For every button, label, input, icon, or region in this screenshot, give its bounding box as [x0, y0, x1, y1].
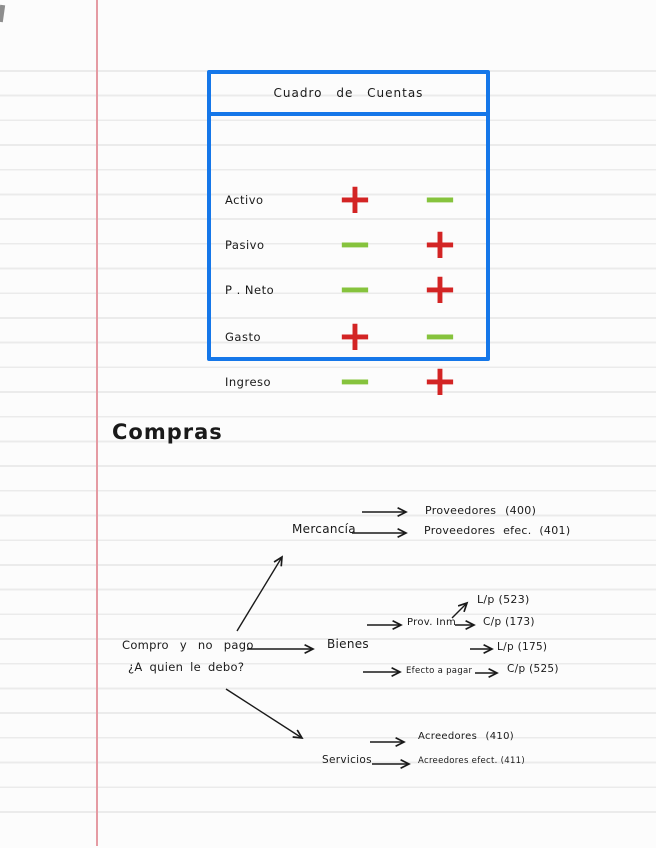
row-label: Activo [225, 193, 264, 207]
table-header: Cuadro de Cuentas [211, 74, 486, 116]
minus-sign: − [337, 219, 373, 268]
node-mercancia: Mercancía [292, 522, 356, 536]
table-row: Pasivo − + [211, 219, 486, 268]
plus-sign: + [337, 174, 373, 223]
notebook-margin-line [96, 0, 98, 846]
minus-sign: − [422, 311, 458, 360]
plus-sign: + [422, 264, 458, 313]
minus-sign: − [422, 174, 458, 223]
table-row: Gasto + − [211, 311, 486, 360]
node-lp-523: L/p (523) [477, 593, 530, 606]
arrow-provinm-to-lp [451, 603, 467, 619]
table-row: Activo + − [211, 174, 486, 223]
plus-sign: + [422, 219, 458, 268]
node-acreedores-efect: Acreedores efect. (411) [418, 756, 525, 766]
root-line1: Compro y no pago [122, 638, 254, 652]
row-label: Pasivo [225, 238, 265, 252]
node-acreedores: Acreedores (410) [418, 731, 514, 742]
node-proveedores-efec: Proveedores efec. (401) [424, 524, 571, 537]
row-label: P . Neto [225, 283, 275, 297]
row-label: Gasto [225, 330, 261, 344]
row-label: Ingreso [225, 375, 272, 389]
plus-sign: + [337, 311, 373, 360]
node-proveedores: Proveedores (400) [425, 504, 537, 517]
scan-artifact [0, 4, 6, 23]
table-title: Cuadro de Cuentas [273, 86, 424, 100]
node-efecto-a-pagar: Efecto a pagar [406, 666, 473, 676]
table-row: P . Neto − + [211, 264, 486, 313]
cuadro-de-cuentas-table: Cuadro de Cuentas Activo + − Pasivo − + … [207, 70, 490, 402]
minus-sign: − [337, 264, 373, 313]
arrow-root-to-mercancia [236, 557, 282, 632]
root-line2: ¿A quien le debo? [128, 660, 245, 674]
node-cp-173: C/p (173) [483, 616, 535, 628]
table-row: Ingreso − + [211, 356, 486, 405]
node-cp-525: C/p (525) [507, 663, 559, 675]
node-lp-175: L/p (175) [497, 641, 548, 653]
arrow-root-to-servicios [225, 688, 302, 738]
plus-sign: + [422, 356, 458, 405]
node-prov-inm: Prov. Inm [407, 617, 457, 628]
section-heading-compras: Compras [112, 420, 223, 444]
node-bienes: Bienes [327, 637, 369, 651]
node-servicios: Servicios [322, 754, 372, 766]
minus-sign: − [337, 356, 373, 405]
